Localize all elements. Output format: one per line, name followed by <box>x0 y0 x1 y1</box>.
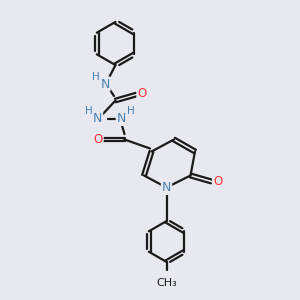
Text: H: H <box>127 106 134 116</box>
Text: N: N <box>117 112 126 125</box>
Text: H: H <box>85 106 93 116</box>
Text: N: N <box>100 77 110 91</box>
Text: O: O <box>213 175 222 188</box>
Text: O: O <box>94 133 103 146</box>
Text: N: N <box>93 112 102 125</box>
Text: H: H <box>92 72 99 82</box>
Text: N: N <box>162 181 171 194</box>
Text: O: O <box>137 86 146 100</box>
Text: CH₃: CH₃ <box>156 278 177 287</box>
